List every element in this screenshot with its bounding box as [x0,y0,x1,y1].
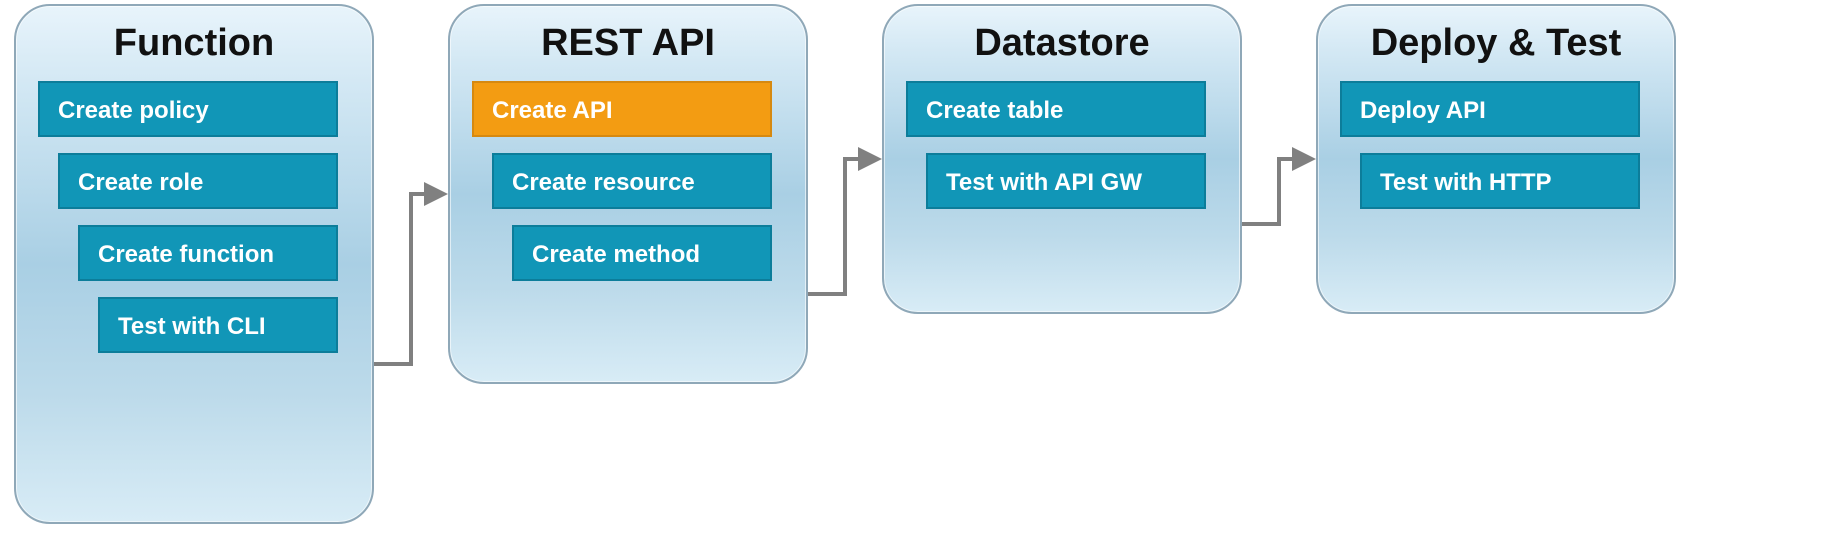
connector-1 [808,159,878,294]
panel-function: Function Create policy Create role Create f… [14,4,374,524]
step-function-0: Create policy [38,81,338,137]
step-function-3: Test with CLI [98,297,338,353]
diagram-stage: Function Create policy Create role Create f… [0,0,1828,550]
panel-title: Deploy & Test [1340,22,1652,65]
connector-2 [1242,159,1312,224]
panel-title: Function [38,22,350,65]
step-deploy-test-1: Test with HTTP [1360,153,1640,209]
step-rest-api-2: Create method [512,225,772,281]
step-datastore-1: Test with API GW [926,153,1206,209]
panel-deploy-test: Deploy & Test Deploy API Test with HTTP [1316,4,1676,314]
step-rest-api-1: Create resource [492,153,772,209]
panel-title: REST API [472,22,784,65]
step-function-1: Create role [58,153,338,209]
panel-rest-api: REST API Create API Create resource Create … [448,4,808,384]
step-rest-api-0: Create API [472,81,772,137]
connector-0 [374,194,444,364]
panel-datastore: Datastore Create table Test with API GW [882,4,1242,314]
step-function-2: Create function [78,225,338,281]
panel-title: Datastore [906,22,1218,65]
step-datastore-0: Create table [906,81,1206,137]
step-deploy-test-0: Deploy API [1340,81,1640,137]
